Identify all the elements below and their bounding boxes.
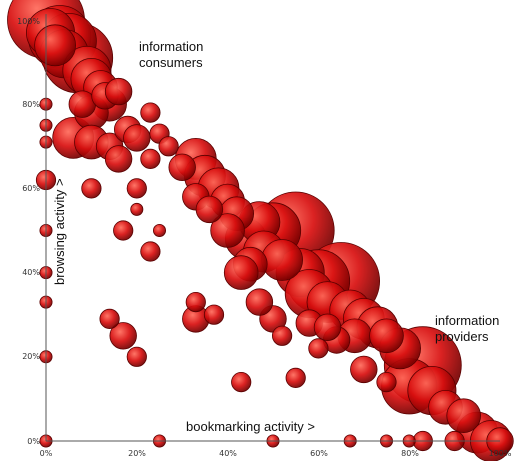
bubbles xyxy=(7,0,514,461)
y-tick-label: 80% xyxy=(22,100,40,109)
bubble-point xyxy=(140,148,161,169)
bubble-point xyxy=(126,178,147,199)
bubble-point xyxy=(126,346,147,367)
bubble-point xyxy=(81,178,102,199)
bubble-point xyxy=(313,313,342,342)
x-tick-label: 100% xyxy=(489,449,512,458)
bubble-point xyxy=(140,241,161,262)
bubble-point xyxy=(285,367,306,388)
x-tick-label: 20% xyxy=(128,449,146,458)
bubble-point xyxy=(271,325,293,346)
bubble-point xyxy=(223,255,259,290)
x-tick-label: 0% xyxy=(40,449,53,458)
bubble-point xyxy=(104,77,133,106)
y-ticks: 0% 20% 40% 60% 80% 100% xyxy=(17,17,40,446)
bubble-point xyxy=(210,213,245,248)
bubble-point xyxy=(104,145,133,173)
bubble-point xyxy=(140,102,161,123)
bubble-point xyxy=(261,239,304,281)
bubble-point xyxy=(203,304,225,325)
bubble-point xyxy=(99,308,120,329)
bubble-point xyxy=(109,322,137,350)
bubble-point xyxy=(195,195,224,224)
annotation-consumers: information consumers xyxy=(139,39,203,70)
bubble-point xyxy=(113,220,134,241)
annotation-providers: information providers xyxy=(435,313,499,344)
bubble-point xyxy=(34,24,76,67)
bubble-point xyxy=(350,355,378,384)
y-axis-label: browsing activity > xyxy=(52,178,67,285)
y-tick-label: 40% xyxy=(22,268,40,277)
bubble-point xyxy=(376,371,397,393)
axes xyxy=(45,14,500,442)
x-tick-label: 80% xyxy=(401,449,419,458)
annotation-consumers-line: information xyxy=(139,39,203,54)
bubble-point xyxy=(152,223,166,237)
bubble-point xyxy=(308,338,329,359)
bubble-point xyxy=(446,398,482,434)
annotation-providers-line: information xyxy=(435,313,499,328)
annotation-providers-line: providers xyxy=(435,329,489,344)
bubble-point xyxy=(123,124,151,152)
bubble-point xyxy=(369,318,404,354)
y-tick-label: 0% xyxy=(27,437,40,446)
bubble-point xyxy=(245,288,274,316)
bubble-point xyxy=(231,371,252,393)
bubble-point xyxy=(185,291,206,313)
x-ticks: 0% 20% 40% 60% 80% 100% xyxy=(40,449,512,458)
x-tick-label: 60% xyxy=(310,449,328,458)
bubble-point xyxy=(158,136,179,157)
annotation-consumers-line: consumers xyxy=(139,55,203,70)
y-tick-label: 60% xyxy=(22,184,40,193)
y-tick-label: 100% xyxy=(17,17,40,26)
y-tick-label: 20% xyxy=(22,352,40,361)
bubble-point xyxy=(168,153,196,182)
x-axis-label: bookmarking activity > xyxy=(186,419,315,434)
x-tick-label: 40% xyxy=(219,449,237,458)
bubble-point xyxy=(130,202,144,216)
